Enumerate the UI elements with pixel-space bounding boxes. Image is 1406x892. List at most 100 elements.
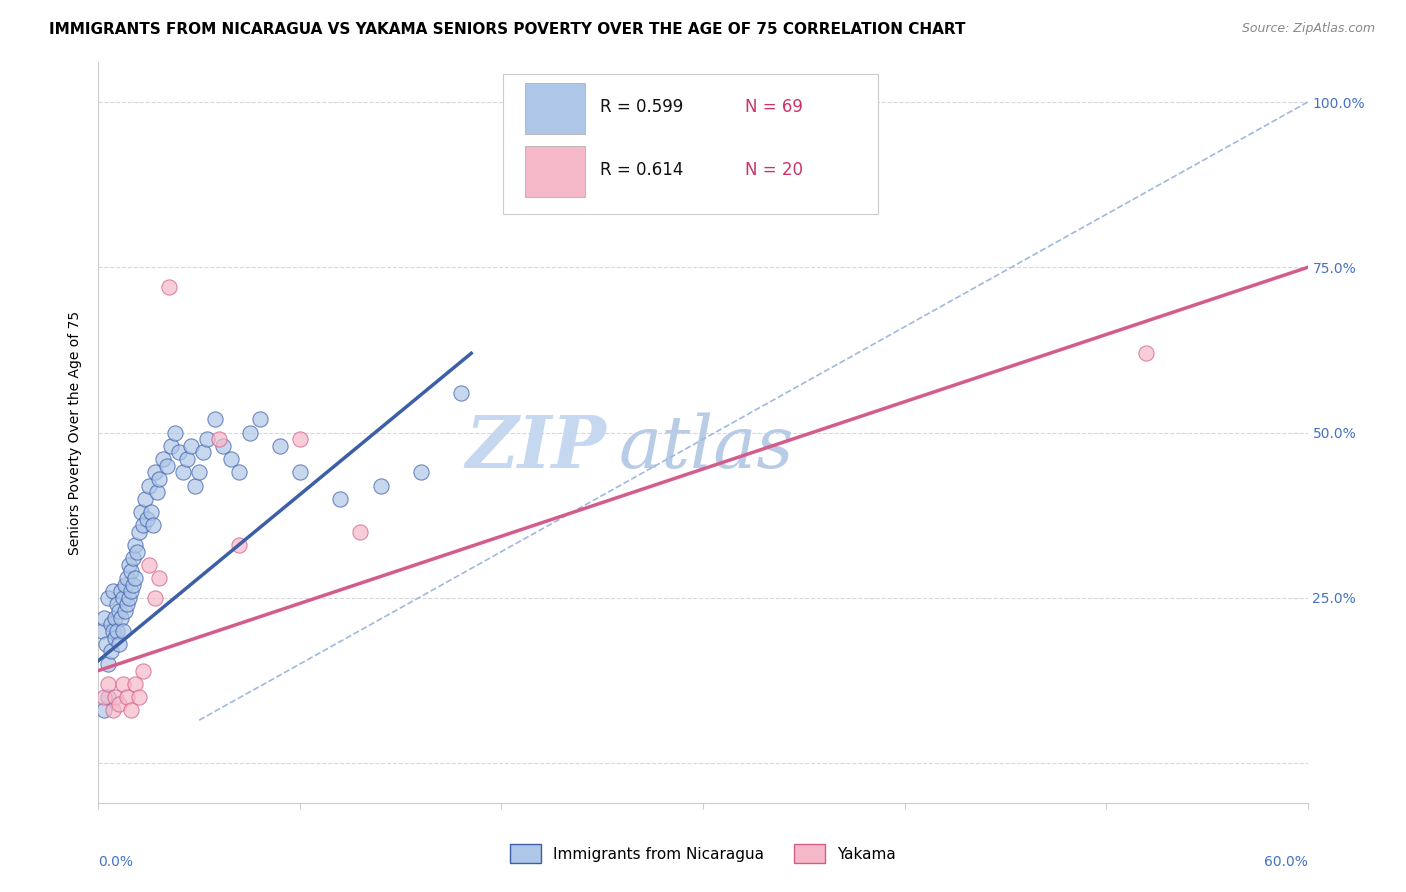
Text: Source: ZipAtlas.com: Source: ZipAtlas.com [1241, 22, 1375, 36]
Point [103, 690, 125, 704]
Point [204, 412, 226, 426]
Point [93, 690, 115, 704]
Point [97, 690, 120, 704]
FancyBboxPatch shape [526, 146, 585, 197]
Point [239, 425, 262, 440]
Legend: Immigrants from Nicaragua, Yakama: Immigrants from Nicaragua, Yakama [503, 838, 903, 869]
Point [100, 644, 122, 658]
Text: ZIP: ZIP [465, 412, 606, 483]
Point [124, 538, 146, 552]
Point [124, 571, 146, 585]
Point [148, 472, 170, 486]
Text: 0.0%: 0.0% [98, 855, 134, 869]
Point [124, 677, 146, 691]
Text: IMMIGRANTS FROM NICARAGUA VS YAKAMA SENIORS POVERTY OVER THE AGE OF 75 CORRELATI: IMMIGRANTS FROM NICARAGUA VS YAKAMA SENI… [49, 22, 966, 37]
Text: N = 20: N = 20 [745, 161, 803, 178]
Point [134, 491, 156, 506]
Y-axis label: Seniors Poverty Over the Age of 75: Seniors Poverty Over the Age of 75 [69, 310, 83, 555]
Point [450, 386, 472, 401]
Point [288, 465, 311, 479]
Point [409, 465, 432, 479]
Point [184, 478, 207, 492]
Point [110, 584, 132, 599]
Point [132, 664, 155, 678]
Point [118, 591, 141, 605]
Text: atlas: atlas [619, 412, 794, 483]
Point [138, 558, 160, 572]
Point [96, 637, 118, 651]
Point [101, 584, 124, 599]
Point [103, 631, 125, 645]
Point [101, 624, 124, 638]
Point [188, 465, 211, 479]
Point [132, 518, 155, 533]
Point [156, 458, 179, 473]
Point [128, 690, 150, 704]
Point [97, 657, 120, 671]
Point [101, 703, 124, 717]
Point [288, 432, 311, 446]
Point [139, 505, 162, 519]
Point [110, 611, 132, 625]
Point [129, 505, 152, 519]
Point [152, 452, 174, 467]
Point [143, 591, 166, 605]
Point [163, 425, 186, 440]
Text: 60.0%: 60.0% [1264, 855, 1308, 869]
Point [93, 703, 115, 717]
Point [118, 558, 141, 572]
Point [114, 577, 136, 591]
Point [208, 432, 231, 446]
Point [349, 524, 371, 539]
Text: R = 0.614: R = 0.614 [600, 161, 695, 178]
Point [138, 478, 160, 492]
Point [269, 439, 291, 453]
Point [128, 524, 150, 539]
Point [91, 624, 114, 638]
Point [97, 677, 120, 691]
Point [329, 491, 352, 506]
Point [167, 445, 190, 459]
Point [221, 452, 243, 467]
Point [157, 280, 180, 294]
Point [115, 690, 138, 704]
Point [93, 611, 115, 625]
Point [172, 465, 194, 479]
Point [120, 584, 142, 599]
Point [107, 604, 129, 618]
Point [228, 465, 250, 479]
Point [105, 598, 128, 612]
Point [115, 571, 138, 585]
Point [121, 551, 143, 566]
Text: R = 0.599: R = 0.599 [600, 98, 695, 116]
FancyBboxPatch shape [526, 83, 585, 135]
FancyBboxPatch shape [503, 73, 879, 214]
Point [107, 697, 129, 711]
Point [370, 478, 392, 492]
Point [100, 617, 122, 632]
Point [135, 511, 157, 525]
Point [148, 571, 170, 585]
Point [180, 439, 202, 453]
Point [160, 439, 183, 453]
Point [143, 465, 166, 479]
Point [142, 518, 165, 533]
Point [97, 591, 120, 605]
Point [146, 485, 169, 500]
Point [1135, 346, 1157, 360]
Point [176, 452, 198, 467]
Point [107, 637, 129, 651]
Point [228, 538, 250, 552]
Point [114, 604, 136, 618]
Point [212, 439, 235, 453]
Point [115, 598, 138, 612]
Text: N = 69: N = 69 [745, 98, 803, 116]
Point [120, 565, 142, 579]
Point [193, 445, 215, 459]
Point [120, 703, 142, 717]
Point [249, 412, 271, 426]
Point [121, 577, 143, 591]
Point [111, 624, 134, 638]
Point [125, 544, 148, 558]
Point [103, 611, 125, 625]
